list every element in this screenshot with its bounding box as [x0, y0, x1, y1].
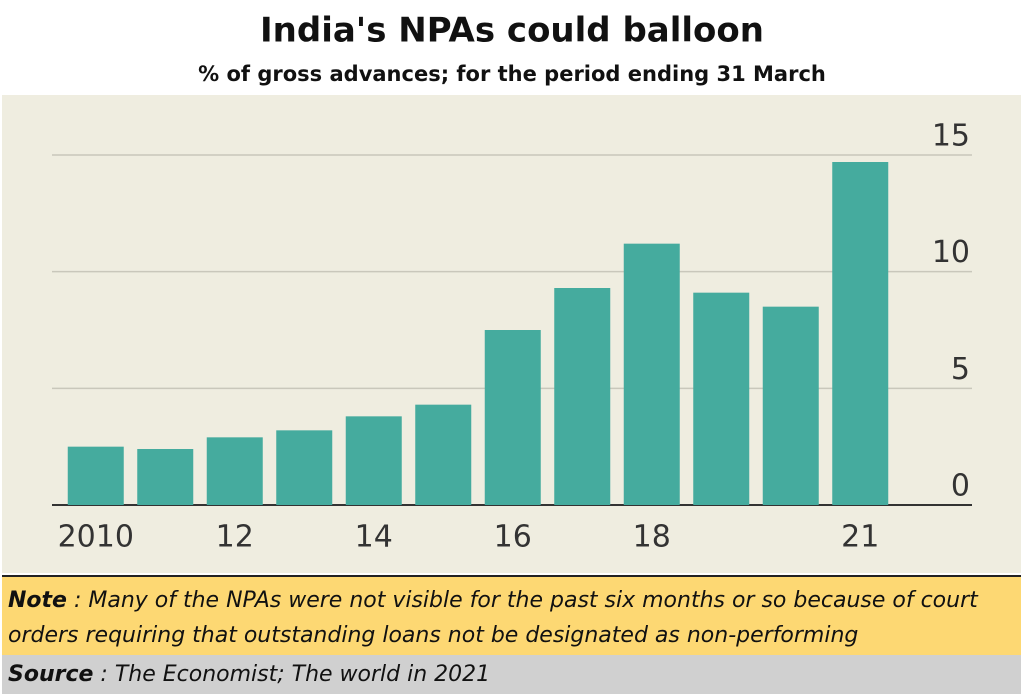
y-tick-label: 10 — [932, 235, 970, 270]
bar — [415, 404, 472, 505]
x-tick-label: 12 — [216, 520, 254, 555]
x-tick-label: 14 — [355, 520, 393, 555]
source-text: : The Economist; The world in 2021 — [93, 662, 491, 687]
chart: India's NPAs could balloon % of gross ad… — [2, 11, 1021, 573]
x-tick-label: 18 — [633, 520, 671, 555]
y-tick-label: 15 — [932, 119, 970, 154]
source: Source : The Economist; The world in 202… — [2, 655, 1021, 694]
bar — [206, 437, 263, 505]
x-tick-label: 2010 — [58, 520, 134, 555]
bar — [345, 416, 402, 505]
bar — [693, 292, 750, 505]
x-tick-label: 16 — [494, 520, 532, 555]
x-tick-label: 21 — [841, 520, 879, 555]
bar — [67, 446, 124, 505]
bar — [276, 430, 333, 505]
y-tick-label: 0 — [951, 469, 970, 504]
chart-subtitle: % of gross advances; for the period endi… — [198, 62, 826, 86]
note-text: : Many of the NPAs were not visible for … — [8, 588, 978, 648]
bar — [832, 162, 889, 505]
bar — [137, 449, 194, 505]
bar — [623, 243, 680, 505]
bar — [484, 330, 541, 505]
bar — [762, 306, 819, 505]
note-label: Note — [8, 588, 67, 613]
bar — [554, 288, 611, 505]
source-label: Source — [8, 662, 94, 687]
y-tick-label: 5 — [951, 352, 970, 387]
note: Note : Many of the NPAs were not visible… — [2, 575, 1021, 655]
chart-title: India's NPAs could balloon — [260, 11, 764, 51]
